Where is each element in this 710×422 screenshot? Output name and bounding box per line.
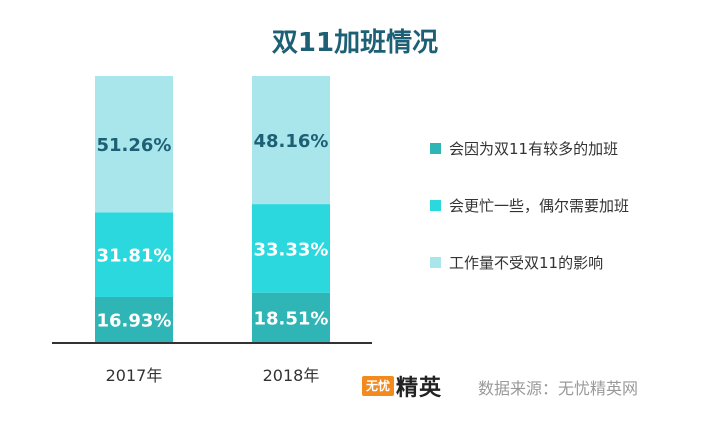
legend-label: 会因为双11有较多的加班 [449,139,619,158]
legend-swatch [430,142,441,154]
brand-badge: 无忧 [362,376,395,396]
data-label: 18.51% [254,308,329,329]
bar-segment [95,296,173,342]
legend-item: 工作量不受双11的影响 [430,252,629,272]
chart-title: 双11加班情况 [271,28,439,58]
legend: 会因为双11有较多的加班 会更忙一些，偶尔需要加班 工作量不受双11的影响 [430,138,629,309]
bar-segment [95,76,173,213]
data-label: 31.81% [97,246,172,267]
data-label: 16.93% [97,310,172,331]
brand-name: 精英 [396,376,443,401]
legend-item: 会因为双11有较多的加班 [430,138,629,158]
bar-segment [252,76,330,205]
bar-segment [95,212,173,297]
x-tick-label: 2017年 [106,366,163,385]
legend-item: 会更忙一些，偶尔需要加班 [430,195,629,215]
source-note: 数据来源：无忧精英网 [478,379,639,398]
legend-swatch [430,199,441,211]
legend-label: 工作量不受双11的影响 [449,253,604,272]
brand-logo: 无忧 精英 [362,370,442,402]
data-label: 51.26% [97,135,172,156]
bar-segment [252,292,330,342]
bar-segment [252,204,330,293]
legend-label: 会更忙一些，偶尔需要加班 [449,196,630,215]
data-label: 48.16% [254,131,329,152]
legend-swatch [430,256,441,268]
data-label: 33.33% [254,239,329,260]
x-tick-label: 2018年 [263,366,320,385]
